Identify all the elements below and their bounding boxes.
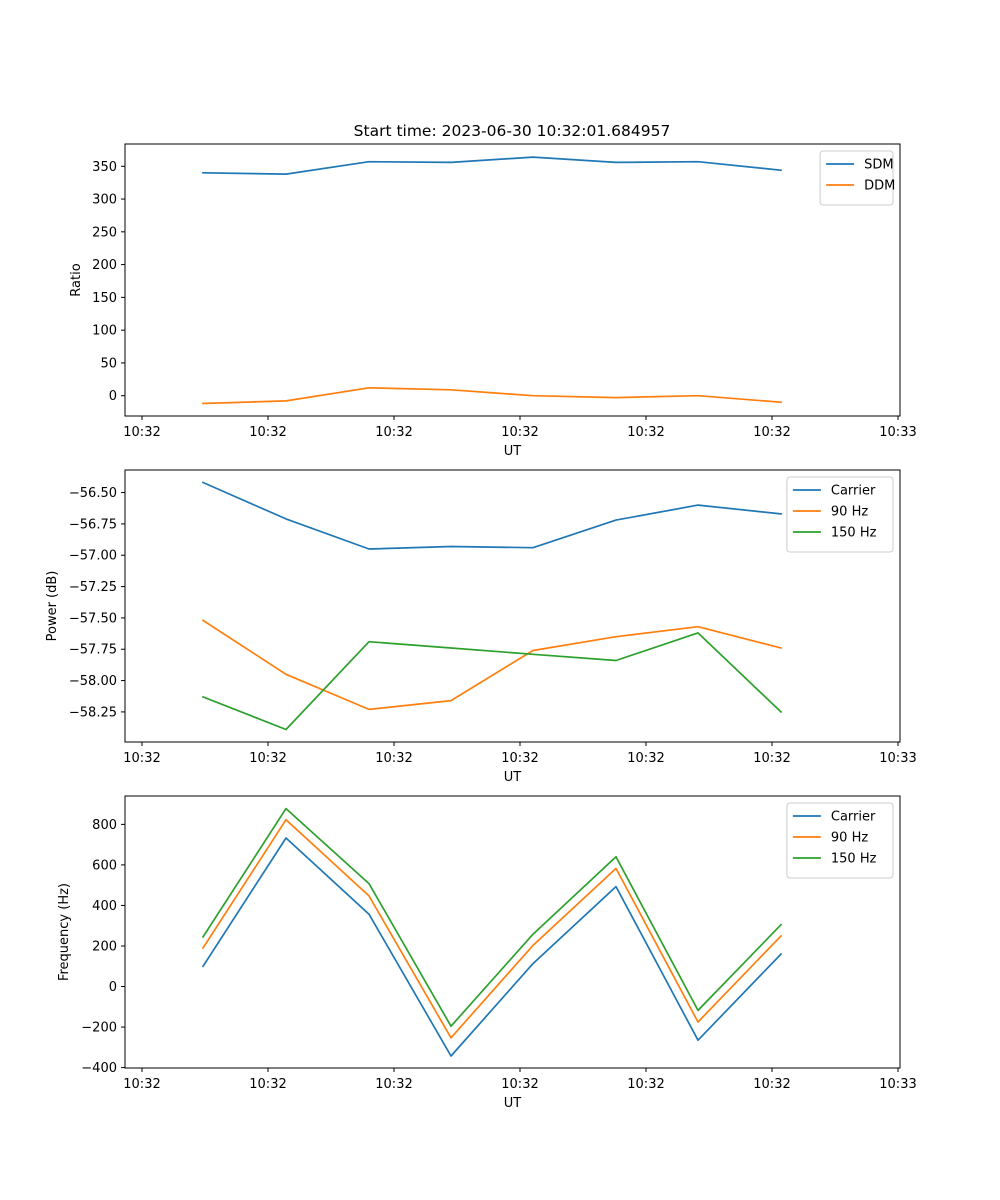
legend-entry: Carrier	[831, 810, 876, 825]
y-tick-label: −200	[81, 1021, 117, 1036]
series-line-carrier	[201, 837, 783, 1057]
x-tick-label: 10:32	[375, 1077, 412, 1092]
legend-entry: Carrier	[831, 484, 876, 499]
y-tick-label: 400	[92, 899, 117, 914]
legend-box	[786, 802, 894, 879]
legend-entry: 150 Hz	[831, 852, 877, 867]
x-tick-label: 10:33	[879, 425, 916, 440]
axes-frame	[124, 143, 901, 417]
x-tick-label: 10:32	[501, 425, 538, 440]
x-tick-label: 10:32	[375, 751, 412, 766]
axes-frame	[124, 469, 901, 743]
legend: Carrier 90 Hz 150 Hz	[786, 802, 894, 879]
y-tick-label: −56.75	[69, 517, 117, 532]
chart-title: Start time: 2023-06-30 10:32:01.684957	[354, 122, 671, 140]
series-line-150-hz	[201, 807, 783, 1028]
y-tick-label: 300	[92, 193, 117, 208]
series-line-90-hz	[201, 619, 783, 711]
y-tick-label: −56.50	[69, 486, 117, 501]
x-tick-label: 10:32	[123, 1077, 160, 1092]
y-tick-label: −57.25	[69, 580, 117, 595]
y-tick-label: 100	[92, 324, 117, 339]
series-line-150-hz	[201, 632, 783, 731]
y-tick-label: 600	[92, 858, 117, 873]
y-tick-label: −400	[81, 1061, 117, 1076]
y-tick-label: −58.00	[69, 674, 117, 689]
y-tick-label: −58.25	[69, 705, 117, 720]
series-line-ddm	[202, 386, 782, 405]
x-tick-label: 10:32	[627, 425, 664, 440]
legend-entry: DDM	[864, 179, 895, 194]
x-axis-label: UT	[504, 444, 522, 459]
legend: SDM DDM	[819, 150, 895, 206]
y-axis-label: Power (dB)	[45, 571, 60, 642]
x-axis-label: UT	[504, 770, 522, 785]
x-tick-label: 10:32	[249, 425, 286, 440]
x-tick-label: 10:32	[375, 425, 412, 440]
y-tick-label: 200	[92, 939, 117, 954]
legend-box	[786, 476, 894, 553]
x-tick-label: 10:32	[753, 1077, 790, 1092]
chart-panel-1: 0 50 100 150 200 250 300 350 10:32 10:32 10:32 10:3…	[69, 143, 917, 459]
x-axis-label: UT	[504, 1096, 522, 1111]
y-tick-label: −57.00	[69, 549, 117, 564]
y-tick-label: −57.50	[69, 611, 117, 626]
x-tick-label: 10:32	[123, 425, 160, 440]
chart-panel-2: −56.50 −56.75 −57.00 −57.25 −57.50 −57.75 −58.…	[45, 469, 917, 785]
y-tick-label: 350	[92, 160, 117, 175]
legend-entry: 90 Hz	[831, 505, 868, 520]
x-tick-label: 10:32	[501, 1077, 538, 1092]
x-tick-label: 10:32	[753, 425, 790, 440]
x-tick-label: 10:32	[123, 751, 160, 766]
legend-entry: SDM	[864, 158, 893, 173]
series-line-sdm	[202, 156, 782, 175]
x-tick-label: 10:32	[249, 751, 286, 766]
legend: Carrier 90 Hz 150 Hz	[786, 476, 894, 553]
y-tick-label: 0	[109, 389, 117, 404]
y-tick-label: 150	[92, 291, 117, 306]
series-line-90-hz	[201, 818, 783, 1039]
axes-frame	[124, 795, 901, 1069]
y-axis-label: Frequency (Hz)	[57, 883, 72, 981]
y-axis-label: Ratio	[69, 263, 84, 296]
y-tick-label: 0	[109, 980, 117, 995]
y-tick-label: 200	[92, 258, 117, 273]
chart-panel-3: −400 −200 0 200 400 600 800 10:32 10:32 10:32 10:3…	[57, 795, 917, 1111]
y-tick-label: 800	[92, 818, 117, 833]
x-tick-label: 10:32	[627, 751, 664, 766]
x-tick-label: 10:32	[249, 1077, 286, 1092]
x-tick-label: 10:32	[753, 751, 790, 766]
legend-entry: 90 Hz	[831, 831, 868, 846]
y-tick-label: −57.75	[69, 643, 117, 658]
legend-entry: 150 Hz	[831, 526, 877, 541]
x-tick-label: 10:32	[627, 1077, 664, 1092]
y-tick-label: 50	[100, 356, 117, 371]
x-tick-label: 10:33	[879, 751, 916, 766]
y-tick-label: 250	[92, 225, 117, 240]
x-tick-label: 10:33	[879, 1077, 916, 1092]
series-line-carrier	[201, 481, 782, 550]
x-tick-label: 10:32	[501, 751, 538, 766]
